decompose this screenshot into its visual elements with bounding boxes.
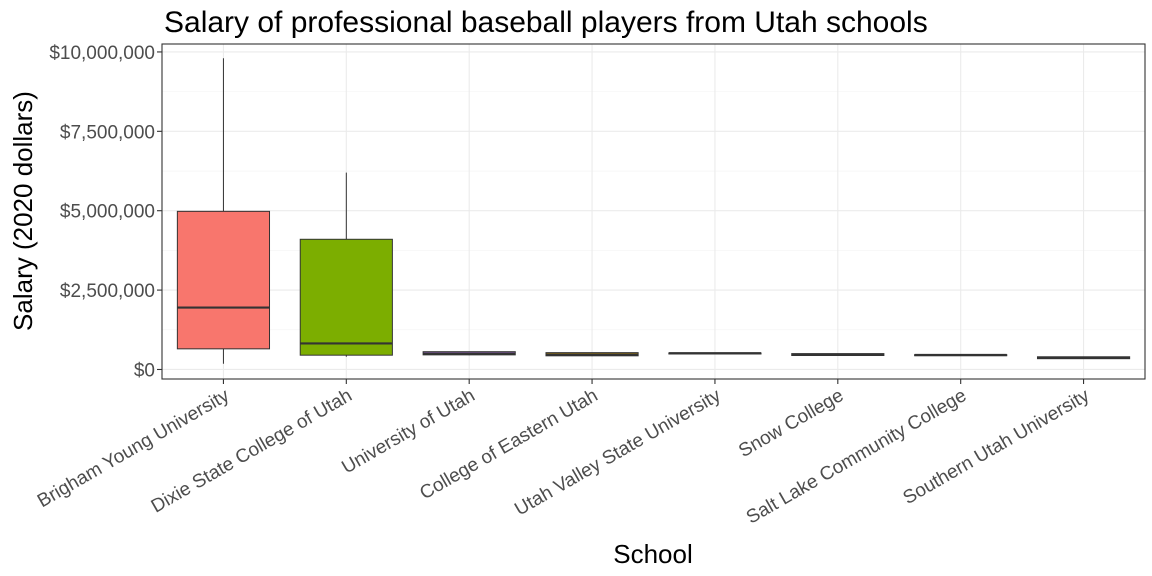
plot-panel-border [161,43,1146,380]
box-2 [299,172,393,357]
box-7 [914,353,1008,357]
box-body [176,210,271,350]
y-tick-label: $7,500,000 [60,122,155,143]
y-tick-label: $2,500,000 [60,281,155,302]
x-axis-title: School [613,539,693,569]
x-tick-label: Dixie State College of Utah [148,385,356,517]
box-6 [791,353,885,357]
x-tick-label: Brigham Young University [34,385,233,512]
box-8 [1036,356,1131,360]
chart-title: Salary of professional baseball players … [164,6,928,39]
x-tick-label: Salt Lake Community College [743,385,970,528]
box-4 [545,352,639,357]
box-1 [176,58,271,364]
y-tick-label: $0 [134,360,155,381]
y-axis-title: Salary (2020 dollars) [8,91,38,331]
box-5 [668,352,762,355]
x-tick-label: Snow College [735,385,847,462]
x-tick-label: Utah Valley State University [511,385,725,520]
y-axis: $0 $2,500,000 $5,000,000 $7,500,000 $10,000,… [49,43,162,381]
box-series [176,58,1131,364]
box-3 [422,351,516,356]
box-body [299,238,393,356]
y-tick-label: $5,000,000 [60,202,155,223]
y-tick-label: $10,000,000 [49,43,155,64]
